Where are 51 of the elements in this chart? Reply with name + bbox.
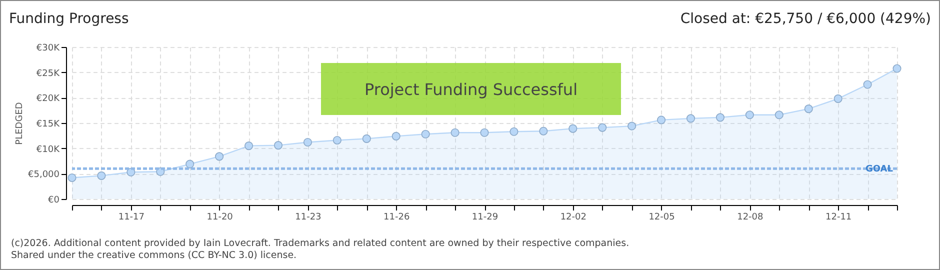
point xyxy=(421,130,430,138)
x-tick-label: 11-17 xyxy=(118,212,145,222)
point xyxy=(215,152,224,161)
point xyxy=(186,160,194,168)
point xyxy=(362,134,371,143)
x-tick-label: 11-29 xyxy=(472,212,498,222)
point xyxy=(863,80,872,89)
x-tick-label: 12-05 xyxy=(648,212,675,222)
chart-subtitle: Closed at: €25,750 / €6,000 (429%) xyxy=(680,11,931,27)
text: Shared under the creative commons (CC BY-NC 3.0) license. xyxy=(11,250,298,262)
y-tick-label: €25K xyxy=(36,68,61,79)
y-tick-label: €5,000 xyxy=(28,170,60,180)
point xyxy=(745,110,754,120)
point xyxy=(392,132,400,140)
point xyxy=(303,138,312,147)
point xyxy=(568,124,578,133)
x-tick-label: 12-11 xyxy=(825,212,852,222)
point xyxy=(892,64,902,73)
point xyxy=(686,114,696,123)
y-tick-label: €0 xyxy=(48,196,60,206)
point xyxy=(774,110,784,120)
y-tick-label: €20K xyxy=(36,94,61,104)
y-tick-label: €15K xyxy=(36,120,61,130)
x-tick-label: 11-26 xyxy=(384,212,410,222)
point xyxy=(450,128,460,137)
y-tick-label: €30K xyxy=(36,44,61,54)
point xyxy=(628,122,636,130)
point xyxy=(598,123,607,132)
point xyxy=(834,94,842,103)
y-tick-label: €10K xyxy=(36,144,61,155)
point xyxy=(68,173,76,182)
x-tick-label: 11-20 xyxy=(206,212,234,222)
x-tick-label: 12-02 xyxy=(560,212,586,222)
x-tick-label: 12-08 xyxy=(737,212,764,222)
point xyxy=(274,141,283,150)
text: (c)2026. Additional content provided by Iain Lovecraft. Trademarks and related content are owned by their respective companies. xyxy=(11,238,630,250)
point xyxy=(480,128,489,137)
point xyxy=(97,171,106,180)
point xyxy=(510,127,518,136)
point xyxy=(244,142,254,150)
point xyxy=(332,136,342,144)
point xyxy=(804,104,813,114)
x-tick-label: 11-23 xyxy=(295,212,322,222)
point xyxy=(539,126,548,136)
annotation: Project Funding Successful xyxy=(364,80,578,98)
chart-title: Funding Progress xyxy=(9,11,129,27)
ref-line-label: GOAL xyxy=(866,164,894,175)
y-axis-title: PLEDGED xyxy=(15,102,26,145)
point xyxy=(657,116,666,124)
point xyxy=(716,113,724,122)
success-banner: Project Funding Successful xyxy=(321,63,621,115)
